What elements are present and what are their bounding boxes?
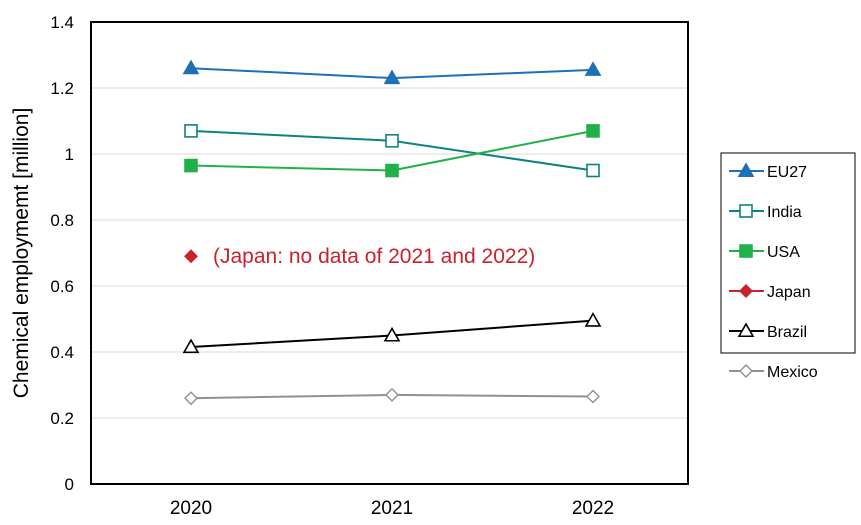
brazil-point: [584, 312, 602, 327]
series-brazil: [182, 312, 602, 354]
y-tick-label: 1.4: [50, 13, 74, 32]
legend-label: Japan: [767, 284, 811, 301]
series-eu27: [182, 59, 602, 85]
legend-item-japan: Japan: [729, 284, 811, 301]
mexico-point: [586, 389, 600, 404]
japan-annotation: (Japan: no data of 2021 and 2022): [213, 245, 535, 268]
india-point: [586, 163, 600, 178]
series-layer: [182, 59, 602, 406]
legend-label: Brazil: [767, 324, 807, 341]
legend-item-usa: USA: [729, 244, 800, 261]
brazil-point: [182, 338, 200, 354]
y-tick-label: 1: [65, 145, 74, 164]
x-tick-label: 2021: [371, 498, 413, 519]
brazil-point: [383, 326, 401, 342]
legend-label: India: [767, 204, 802, 221]
legend-marker: [739, 244, 753, 258]
legend-marker: [739, 284, 753, 298]
series-mexico: [184, 387, 600, 406]
y-tick-label: 0.8: [50, 211, 74, 230]
y-tick-label: 0: [65, 475, 74, 494]
legend-label: EU27: [767, 164, 807, 181]
mexico-point: [184, 391, 198, 406]
y-tick-label: 0.4: [50, 343, 74, 362]
legend-item-brazil: Brazil: [729, 322, 807, 341]
series-japan: [184, 249, 198, 264]
japan-point: [184, 249, 198, 264]
usa-point: [586, 124, 600, 138]
x-tick-label: 2022: [572, 498, 614, 519]
plot-frame: [90, 21, 689, 485]
legend-label: USA: [767, 244, 800, 261]
x-axis-ticks: 2020 2021 2022: [170, 498, 614, 519]
legend-item-eu27: EU27: [729, 162, 807, 181]
eu27-point: [584, 61, 602, 76]
legend-label: Mexico: [767, 364, 818, 381]
usa-point: [385, 163, 399, 178]
india-point: [184, 124, 198, 138]
legend-marker: [737, 322, 755, 338]
x-tick-label: 2020: [170, 498, 212, 519]
eu27-point: [383, 69, 401, 85]
legend-marker: [739, 364, 753, 378]
series-india: [184, 124, 600, 178]
india-point: [385, 134, 399, 148]
y-tick-label: 1.2: [50, 79, 74, 98]
y-axis-ticks: 0 0.2 0.4 0.6 0.8 1 1.2 1.4: [50, 13, 74, 494]
legend: EU27 India USA Japan Brazil Mexico: [729, 162, 818, 381]
mexico-point: [385, 387, 399, 402]
eu27-point: [182, 59, 200, 75]
legend-marker: [739, 204, 753, 218]
y-tick-label: 0.2: [50, 409, 74, 428]
y-tick-label: 0.6: [50, 277, 74, 296]
y-axis-label: Chemical employmemt [million]: [10, 108, 33, 399]
usa-point: [184, 158, 198, 173]
legend-marker: [737, 162, 755, 178]
legend-item-india: India: [729, 204, 802, 221]
legend-item-mexico: Mexico: [729, 364, 818, 381]
series-usa: [184, 124, 600, 178]
